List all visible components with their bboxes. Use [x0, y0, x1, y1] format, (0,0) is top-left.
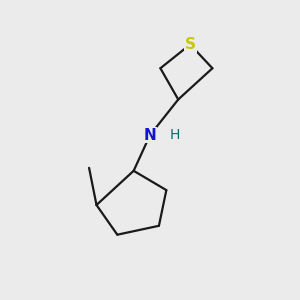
Text: H: H — [170, 128, 181, 142]
Text: N: N — [144, 128, 156, 142]
Text: S: S — [184, 37, 196, 52]
